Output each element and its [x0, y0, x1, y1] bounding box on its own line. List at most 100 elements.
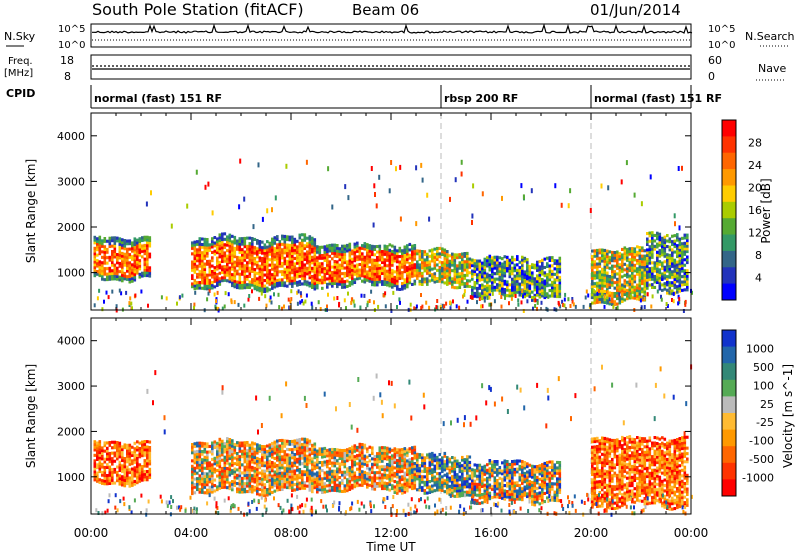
- data-cell: [101, 266, 104, 270]
- data-cell: [501, 262, 504, 266]
- data-cell: [513, 277, 517, 281]
- data-cell: [668, 253, 672, 257]
- data-cell: [396, 284, 399, 288]
- data-cell: [296, 283, 299, 287]
- data-cell: [331, 488, 334, 492]
- data-cell: [101, 264, 104, 268]
- data-cell: [651, 236, 654, 240]
- data-cell: [133, 449, 137, 453]
- data-cell: [678, 251, 682, 255]
- data-cell: [381, 269, 384, 273]
- data-cell: [231, 284, 234, 288]
- data-cell: [221, 232, 224, 236]
- data-cell: [656, 261, 659, 265]
- data-cell: [452, 299, 454, 304]
- data-cell: [251, 487, 254, 491]
- data-cell: [131, 276, 134, 280]
- data-cell: [371, 484, 374, 488]
- data-cell: [611, 259, 614, 263]
- data-cell: [411, 446, 414, 450]
- data-cell: [500, 304, 503, 309]
- data-cell: [476, 273, 479, 277]
- data-cell: [246, 462, 249, 466]
- data-cell: [281, 463, 284, 467]
- data-cell: [123, 241, 127, 245]
- data-cell: [399, 164, 402, 170]
- data-cell: [136, 470, 139, 474]
- data-cell: [373, 245, 377, 249]
- data-cell: [203, 450, 207, 454]
- data-cell: [211, 444, 214, 448]
- data-cell: [613, 300, 617, 304]
- data-cell: [298, 438, 302, 442]
- data-cell: [611, 283, 614, 287]
- data-cell: [480, 304, 483, 309]
- data-cell: [646, 262, 649, 266]
- data-cell: [121, 273, 124, 277]
- data-cell: [226, 458, 229, 462]
- data-cell: [248, 443, 252, 447]
- data-cell: [128, 476, 132, 480]
- data-cell: [308, 453, 312, 457]
- data-cell: [626, 275, 629, 279]
- data-cell: [113, 467, 117, 471]
- data-cell: [338, 263, 342, 267]
- data-cell: [606, 276, 609, 280]
- data-cell: [218, 473, 222, 477]
- data-cell: [178, 295, 181, 300]
- data-cell: [618, 285, 622, 289]
- data-cell: [498, 289, 502, 293]
- data-cell: [273, 489, 277, 493]
- data-cell: [283, 474, 287, 478]
- data-cell: [603, 279, 607, 283]
- data-cell: [386, 277, 389, 281]
- data-cell: [296, 301, 299, 306]
- data-cell: [141, 475, 144, 479]
- data-cell: [261, 472, 264, 476]
- data-cell: [438, 277, 442, 281]
- data-cell: [678, 240, 682, 244]
- data-cell: [123, 462, 127, 466]
- data-cell: [336, 478, 339, 482]
- data-cell: [308, 450, 312, 454]
- data-cell: [666, 239, 669, 243]
- data-cell: [366, 480, 369, 484]
- data-cell: [296, 290, 299, 295]
- data-cell: [296, 250, 299, 254]
- data-cell: [298, 487, 302, 491]
- data-cell: [388, 265, 392, 269]
- data-cell: [651, 233, 654, 237]
- data-cell: [126, 247, 129, 251]
- data-cell: [298, 440, 302, 444]
- data-cell: [656, 245, 659, 249]
- data-cell: [321, 482, 324, 486]
- data-cell: [506, 255, 509, 259]
- data-cell: [451, 277, 454, 281]
- data-cell: [500, 295, 503, 299]
- data-cell: [278, 264, 282, 268]
- data-cell: [606, 279, 609, 283]
- data-cell: [673, 283, 677, 287]
- data-cell: [251, 460, 254, 464]
- data-cell: [478, 278, 482, 282]
- data-cell: [516, 279, 519, 283]
- data-cell: [273, 269, 277, 273]
- data-cell: [221, 483, 224, 487]
- data-cell: [653, 269, 657, 273]
- data-cell: [341, 250, 344, 254]
- data-cell: [491, 267, 494, 271]
- data-cell: [511, 280, 514, 284]
- data-cell: [133, 264, 137, 268]
- data-cell: [281, 234, 284, 238]
- data-cell: [213, 249, 217, 253]
- data-cell: [243, 465, 247, 469]
- data-cell: [636, 291, 639, 295]
- data-cell: [326, 244, 329, 248]
- data-cell: [633, 293, 637, 297]
- data-cell: [666, 277, 669, 281]
- data-cell: [376, 476, 379, 480]
- data-cell: [333, 472, 337, 476]
- data-cell: [496, 263, 499, 267]
- data-cell: [368, 459, 372, 463]
- data-cell: [508, 269, 512, 273]
